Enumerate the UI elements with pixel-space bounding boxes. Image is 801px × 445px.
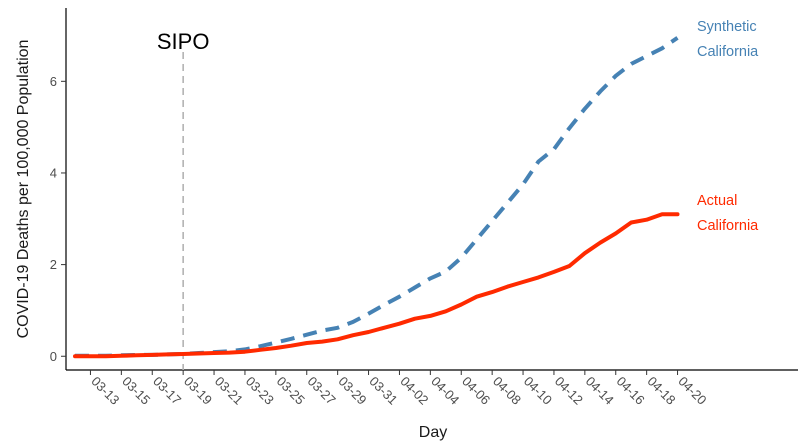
actual-california-line <box>73 212 680 359</box>
x-tick-label: 04-20 <box>675 374 709 408</box>
series-label-line: Actual <box>697 193 737 209</box>
series-label-line: Synthetic <box>697 19 757 35</box>
x-tick-label: 04-14 <box>583 374 617 408</box>
x-tick-label: 03-27 <box>305 374 339 408</box>
x-tick-label: 03-23 <box>243 374 277 408</box>
x-tick-label: 04-02 <box>397 374 431 408</box>
x-tick-label: 04-04 <box>428 374 462 408</box>
x-tick-label: 04-12 <box>552 374 586 408</box>
sipo-label: SIPO <box>157 29 210 54</box>
x-tick-label: 03-31 <box>366 374 400 408</box>
x-tick-label: 03-21 <box>212 374 246 408</box>
series-label-line: California <box>697 44 759 60</box>
x-tick-label: 04-08 <box>490 374 524 408</box>
y-axis-title: COVID-19 Deaths per 100,000 Population <box>15 40 32 339</box>
series-labels: Synthetic California Actual California <box>697 19 759 234</box>
series-lines <box>73 36 680 359</box>
y-tick-label: 2 <box>50 257 57 272</box>
synthetic-california-line <box>75 36 679 358</box>
x-tick-label: 03-13 <box>88 374 122 408</box>
x-tick-label: 03-19 <box>181 374 215 408</box>
x-tick-label: 03-15 <box>119 374 153 408</box>
chart-axes <box>65 8 798 371</box>
x-tick-label: 03-17 <box>150 374 184 408</box>
sipo-annotation: SIPO <box>157 29 210 370</box>
x-tick-label: 04-18 <box>645 374 679 408</box>
y-ticks: 0 2 4 6 <box>50 74 66 364</box>
y-tick-label: 4 <box>50 165 57 180</box>
x-tick-label: 03-25 <box>274 374 308 408</box>
y-tick-label: 0 <box>50 349 57 364</box>
x-axis-title: Day <box>419 424 447 441</box>
x-tick-label: 04-06 <box>459 374 493 408</box>
x-tick-label: 04-10 <box>521 374 555 408</box>
x-ticks: 03-1303-1503-1703-1903-2103-2303-2503-27… <box>88 370 710 408</box>
x-tick-label: 03-29 <box>336 374 370 408</box>
y-tick-label: 6 <box>50 74 57 89</box>
series-label-line: California <box>697 218 759 234</box>
x-tick-label: 04-16 <box>614 374 648 408</box>
